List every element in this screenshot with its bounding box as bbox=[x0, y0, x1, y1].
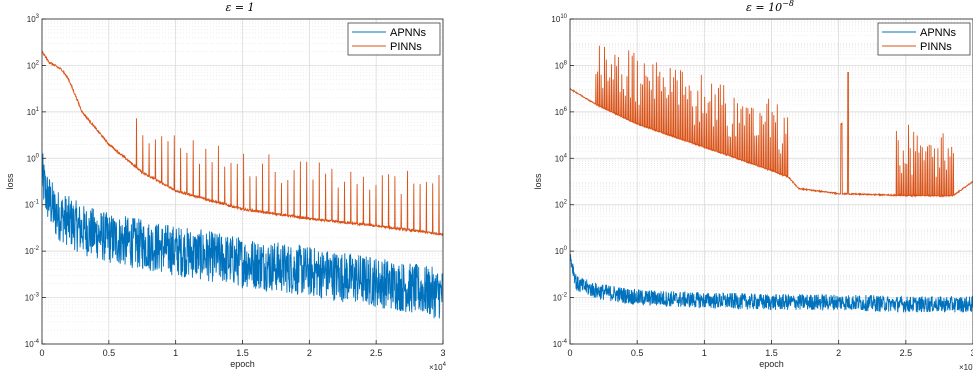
y-tick-label: 1010 bbox=[551, 14, 567, 24]
chart-epsilon-1: ε = 1 0 0.5 1 1.5 2 2.5 3 ×104 10-4 10-3 10-2 10-1 1… bbox=[5, 1, 447, 372]
chart-title: ε = 1 bbox=[225, 1, 254, 14]
y-axis-label: loss bbox=[5, 173, 15, 190]
series-line-apnns bbox=[42, 153, 443, 319]
legend-label: PINNs bbox=[390, 41, 422, 53]
x-tick-label: 2 bbox=[307, 348, 312, 358]
x-tick-label: 0 bbox=[39, 348, 44, 358]
x-tick-label: 3 bbox=[440, 348, 445, 358]
y-tick-label: 10-3 bbox=[25, 293, 40, 303]
y-tick-label: 10-2 bbox=[553, 293, 568, 303]
y-tick-label: 10-1 bbox=[25, 200, 40, 210]
x-tick-label: 1 bbox=[702, 348, 707, 358]
x-axis-label: epoch bbox=[230, 359, 255, 369]
y-tick-label: 108 bbox=[555, 60, 568, 70]
y-tick-label: 102 bbox=[27, 60, 40, 70]
x-tick-label: 0.5 bbox=[631, 348, 644, 358]
y-tick-label: 10-4 bbox=[25, 339, 40, 349]
y-tick-label: 100 bbox=[27, 153, 40, 163]
x-tick-label: 3 bbox=[970, 348, 973, 358]
y-tick-label: 101 bbox=[27, 107, 40, 117]
y-tick-label: 106 bbox=[555, 107, 568, 117]
legend-box bbox=[347, 22, 441, 56]
y-tick-label: 10-2 bbox=[25, 246, 40, 256]
y-tick-label: 100 bbox=[555, 246, 568, 256]
legend: APNNs PINNs bbox=[347, 22, 441, 56]
y-tick-label: 102 bbox=[555, 200, 568, 210]
legend-label: APNNs bbox=[920, 27, 957, 39]
x-tick-label: 2.5 bbox=[900, 348, 913, 358]
x-tick-label: 2 bbox=[836, 348, 841, 358]
x-tick-label: 1 bbox=[173, 348, 178, 358]
x-exponent-label: ×104 bbox=[959, 362, 973, 372]
series-line-apnns bbox=[570, 254, 973, 313]
x-tick-label: 2.5 bbox=[370, 348, 383, 358]
chart-title: ε = 10−8 bbox=[746, 0, 794, 14]
series-line-pinns bbox=[570, 45, 973, 198]
x-tick-label: 0 bbox=[567, 348, 572, 358]
legend-label: APNNs bbox=[390, 27, 427, 39]
series-line-pinns bbox=[42, 50, 443, 236]
chart-epsilon-1e-8: ε = 10−8 0 0.5 1 1.5 2 2.5 3 ×104 10-4 10-2 100 102… bbox=[533, 0, 973, 372]
legend: APNNs PINNs bbox=[877, 22, 971, 56]
legend-label: PINNs bbox=[920, 41, 952, 53]
x-exponent-label: ×104 bbox=[429, 362, 447, 372]
x-axis-label: epoch bbox=[759, 359, 784, 369]
x-tick-label: 1.5 bbox=[236, 348, 249, 358]
y-tick-label: 104 bbox=[555, 153, 568, 163]
y-tick-label: 103 bbox=[27, 14, 40, 24]
x-tick-label: 0.5 bbox=[103, 348, 116, 358]
x-tick-label: 1.5 bbox=[765, 348, 778, 358]
y-tick-label: 10-4 bbox=[553, 339, 568, 349]
y-axis-label: loss bbox=[533, 173, 543, 190]
legend-box bbox=[877, 22, 971, 56]
